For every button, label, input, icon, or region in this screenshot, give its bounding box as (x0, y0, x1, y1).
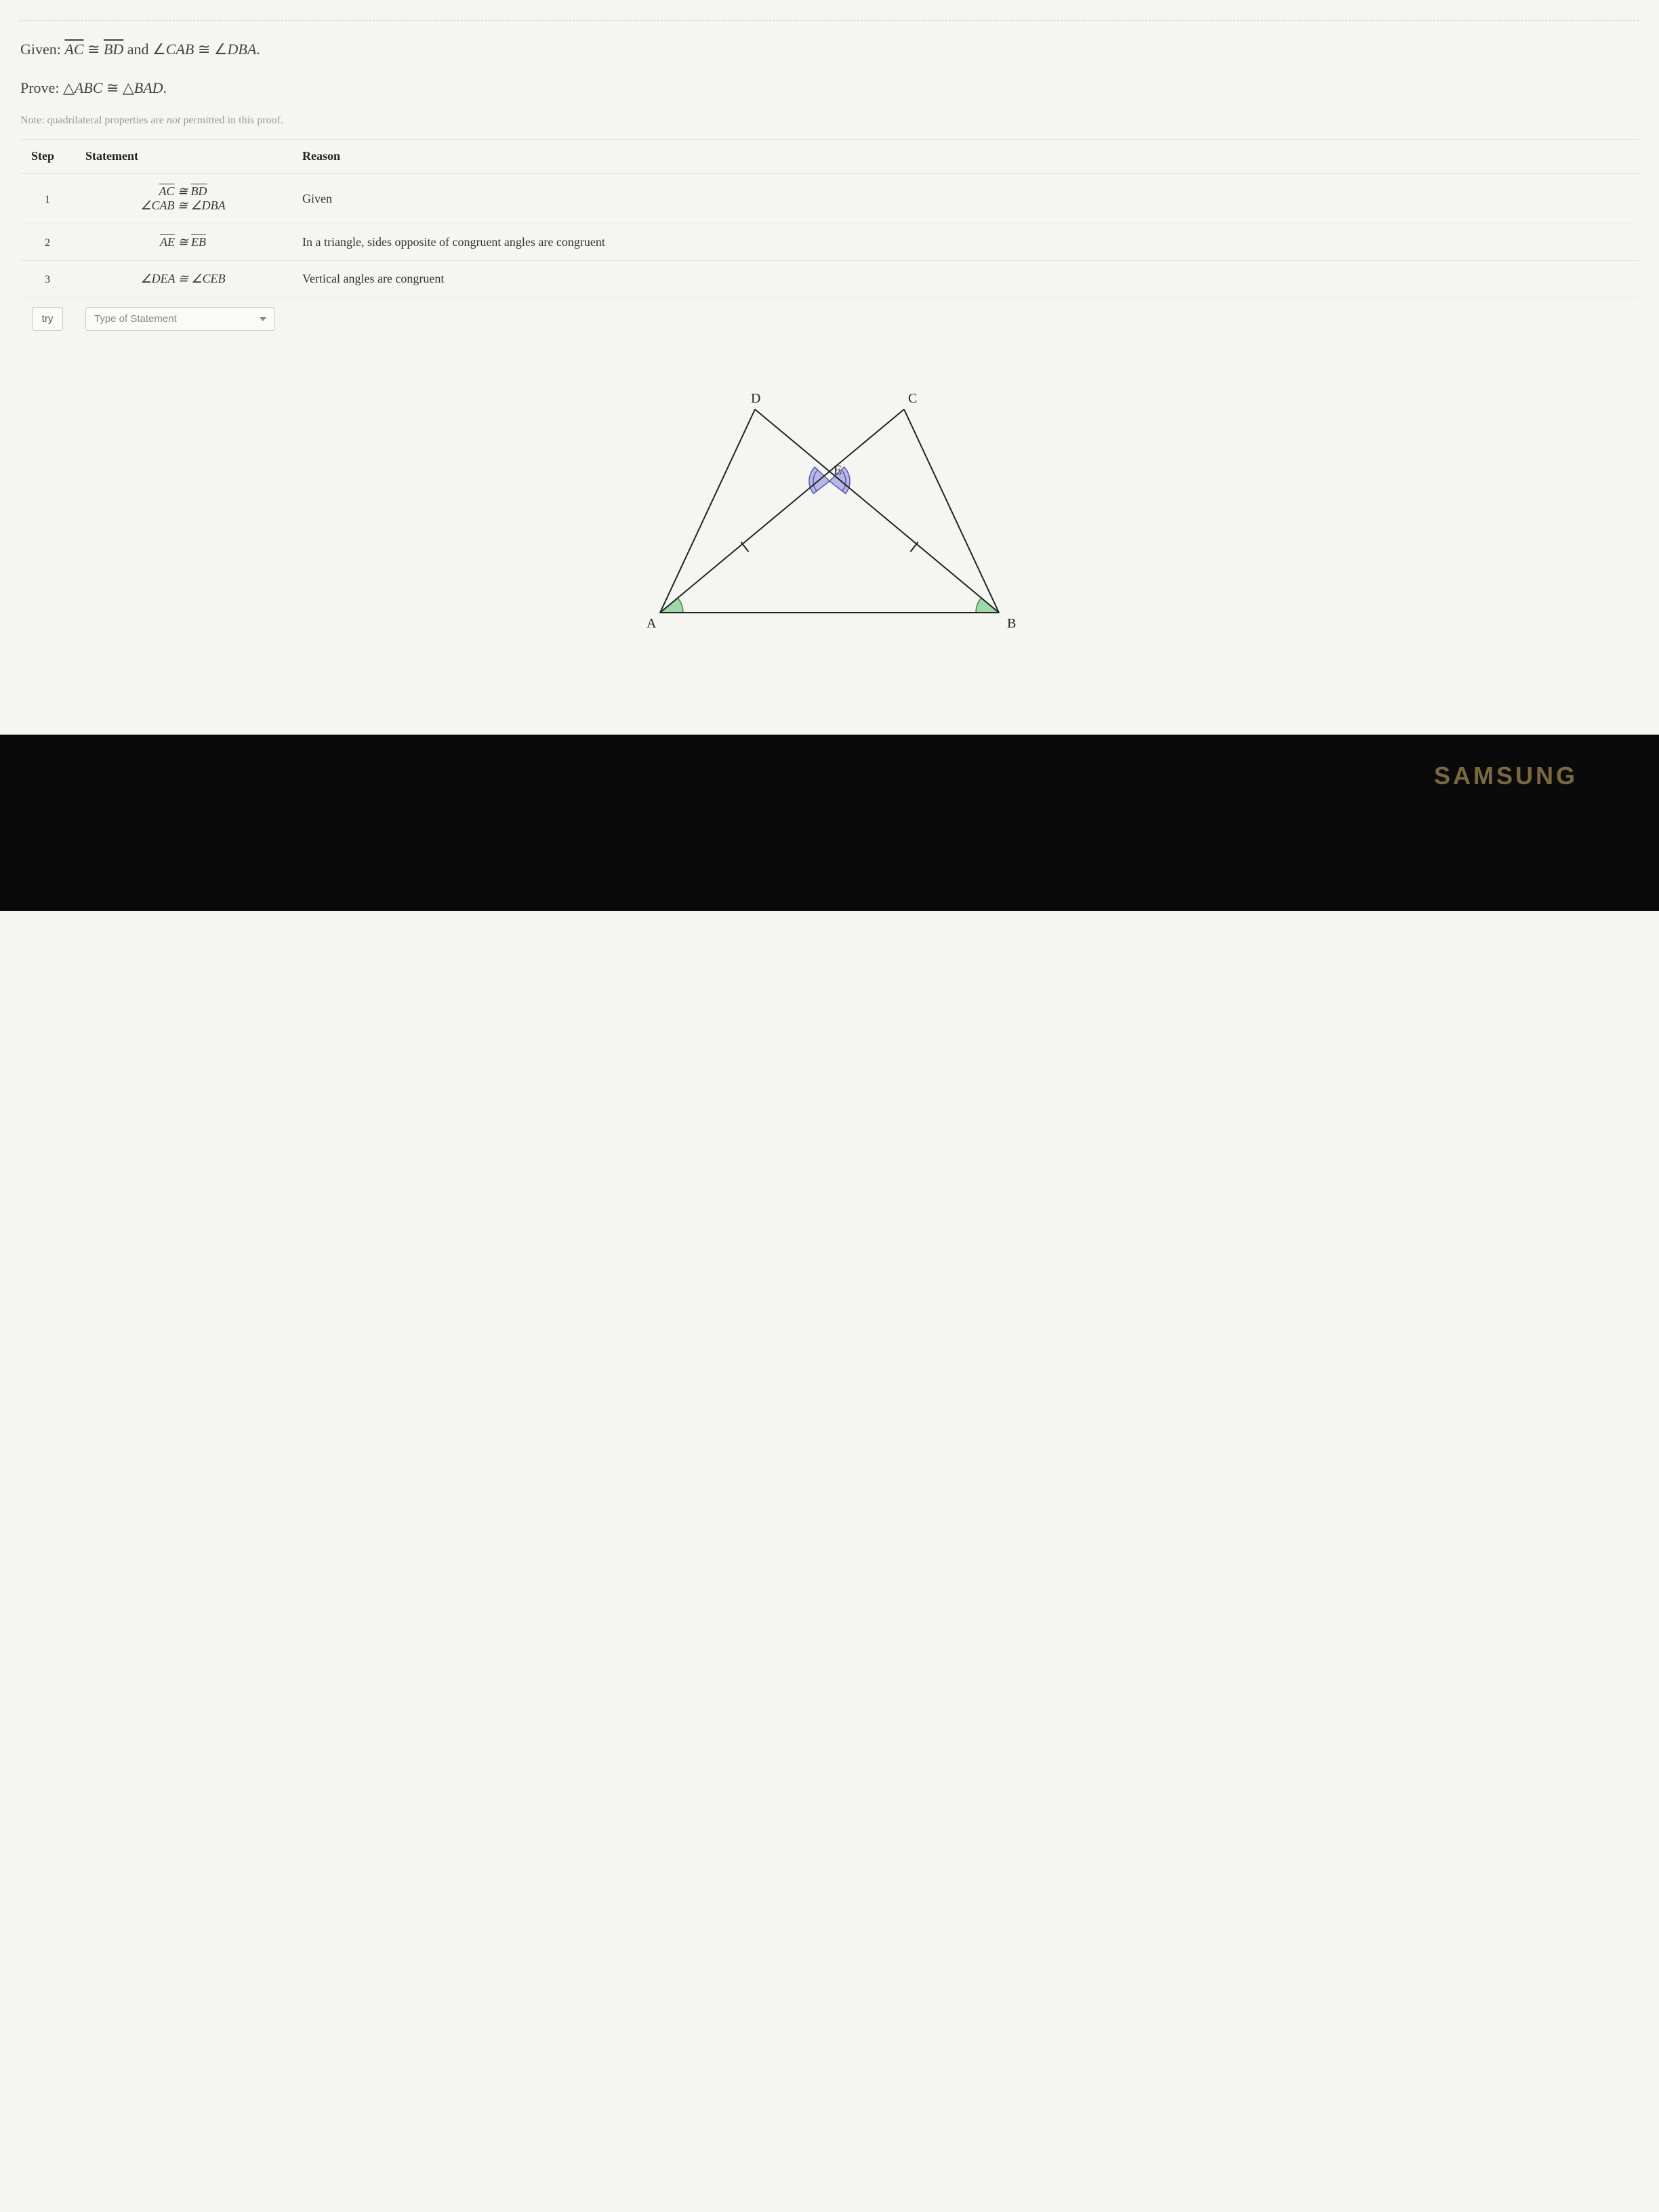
top-divider (20, 20, 1639, 21)
table-row: 1 AC ≅ BD∠CAB ≅ ∠DBAGiven (20, 173, 1639, 224)
input-row: try Type of Statement (20, 298, 1639, 342)
try-button[interactable]: try (32, 307, 64, 331)
type-of-statement-dropdown[interactable]: Type of Statement (85, 307, 275, 331)
svg-text:A: A (647, 616, 657, 631)
svg-text:E: E (834, 463, 842, 478)
step-number: 3 (45, 274, 50, 286)
given-text: Given: AC ≅ BD and ∠CAB ≅ ∠DBA. (20, 37, 1639, 61)
reason-cell: Given (291, 173, 1639, 224)
svg-text:B: B (1007, 616, 1016, 631)
chevron-down-icon (260, 317, 266, 321)
table-row: 3 ∠DEA ≅ ∠CEBVertical angles are congruen… (20, 261, 1639, 298)
header-statement: Statement (75, 140, 291, 173)
svg-text:D: D (751, 391, 760, 406)
note-text: Note: quadrilateral properties are not p… (20, 115, 1639, 127)
reason-cell: In a triangle, sides opposite of congrue… (291, 224, 1639, 261)
table-header-row: Step Statement Reason (20, 140, 1639, 173)
geometry-diagram: A B D C E (619, 382, 1040, 653)
header-step: Step (20, 140, 75, 173)
diagram-container: A B D C E (20, 382, 1639, 653)
step-number: 2 (45, 237, 50, 249)
header-reason: Reason (291, 140, 1639, 173)
proof-table: Step Statement Reason 1 AC ≅ BD∠CAB ≅ ∠DB… (20, 139, 1639, 342)
statement-cell: ∠DEA ≅ ∠CEB (75, 261, 291, 298)
reason-cell: Vertical angles are congruent (291, 261, 1639, 298)
step-number: 1 (45, 194, 50, 206)
table-row: 2 AE ≅ EBIn a triangle, sides opposite of… (20, 224, 1639, 261)
monitor-bezel: SAMSUNG (0, 735, 1659, 911)
prove-text: Prove: △ABC ≅ △BAD. (20, 76, 1639, 100)
statement-cell: AC ≅ BD∠CAB ≅ ∠DBA (75, 173, 291, 224)
dropdown-placeholder: Type of Statement (94, 313, 177, 325)
statement-cell: AE ≅ EB (75, 224, 291, 261)
svg-text:C: C (908, 391, 917, 406)
brand-logo: SAMSUNG (1434, 762, 1578, 790)
